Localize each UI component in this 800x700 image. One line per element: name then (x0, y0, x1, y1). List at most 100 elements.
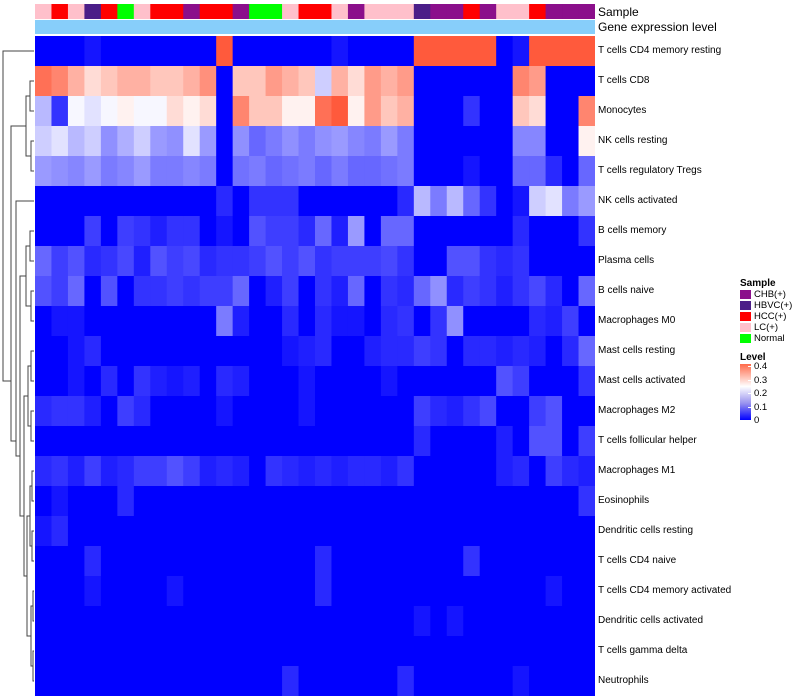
heatmap-cell (67, 426, 85, 457)
heatmap-cell (117, 486, 135, 517)
heatmap-cell (67, 336, 85, 367)
heatmap-cell (67, 276, 85, 307)
heatmap-cell (463, 186, 481, 217)
heatmap-cell (232, 666, 250, 696)
row-label: T cells gamma delta (598, 645, 688, 656)
heatmap-cell (430, 576, 448, 607)
heatmap-cell (315, 216, 332, 247)
heatmap-cell (265, 66, 283, 97)
heatmap-cell (364, 366, 382, 397)
heatmap-cell (100, 456, 118, 487)
heatmap-cell (479, 666, 497, 696)
sample-annotation-cell (512, 4, 530, 19)
heatmap-cell (67, 306, 85, 337)
heatmap-cell (331, 246, 349, 277)
heatmap-cell (463, 636, 481, 667)
heatmap-cell (545, 216, 563, 247)
heatmap-cell (430, 246, 448, 277)
heatmap-cell (150, 426, 168, 457)
heatmap-cell (199, 66, 217, 97)
heatmap-cell (529, 636, 547, 667)
heatmap-cell (562, 156, 580, 187)
heatmap-cell (430, 306, 448, 337)
heatmap-cell (133, 666, 151, 696)
heatmap-cell (51, 666, 69, 696)
row-label: Macrophages M1 (598, 465, 676, 476)
heatmap-cell (84, 516, 102, 547)
heatmap-cell (562, 36, 580, 67)
heatmap-cell (249, 246, 267, 277)
heatmap-cell (84, 96, 102, 127)
dendrogram-branch (10, 125, 26, 442)
heatmap-cell (84, 276, 102, 307)
heatmap-cell (117, 456, 135, 487)
heatmap-cell (562, 426, 580, 457)
heatmap-cell (67, 666, 85, 696)
heatmap-cell (117, 186, 135, 217)
heatmap-cell (117, 336, 135, 367)
heatmap-cell (463, 276, 481, 307)
heatmap-cell (249, 606, 267, 637)
heatmap-cell (298, 96, 316, 127)
heatmap-cell (67, 156, 85, 187)
heatmap-cell (67, 216, 85, 247)
heatmap-cell (430, 516, 448, 547)
dendrogram-branch (23, 395, 28, 577)
heatmap-cell (413, 486, 431, 517)
heatmap-cell (216, 36, 234, 67)
heatmap-cell (298, 666, 316, 696)
heatmap-cell (84, 426, 102, 457)
heatmap-cell (397, 66, 415, 97)
heatmap-cell (199, 366, 217, 397)
row-label: Eosinophils (598, 495, 650, 506)
heatmap-cell (413, 246, 431, 277)
heatmap-cell (183, 186, 201, 217)
heatmap-cell (282, 486, 300, 517)
heatmap-cell (463, 666, 481, 696)
heatmap-cell (578, 396, 595, 427)
heatmap-cell (150, 216, 168, 247)
row-label: Macrophages M0 (598, 315, 676, 326)
heatmap-cell (578, 426, 595, 457)
heatmap-cell (298, 66, 316, 97)
heatmap-cell (84, 576, 102, 607)
heatmap-cell (545, 426, 563, 457)
heatmap-cell (446, 306, 464, 337)
heatmap-cell (265, 636, 283, 667)
heatmap-cell (430, 96, 448, 127)
heatmap-cell (265, 276, 283, 307)
heatmap-cell (331, 126, 349, 157)
sample-legend-title: Sample (740, 278, 776, 289)
heatmap-cell (364, 516, 382, 547)
heatmap-cell (331, 606, 349, 637)
heatmap-cell (282, 246, 300, 277)
heatmap-cell (216, 426, 234, 457)
heatmap-cell (117, 306, 135, 337)
heatmap-cell (331, 36, 349, 67)
heatmap-cell (133, 186, 151, 217)
heatmap-cell (150, 606, 168, 637)
heatmap-cell (529, 366, 547, 397)
heatmap-cell (51, 216, 69, 247)
heatmap-cell (249, 636, 267, 667)
heatmap-cell (67, 546, 85, 577)
heatmap-cell (183, 636, 201, 667)
heatmap-cell (380, 336, 398, 367)
heatmap-cell (496, 456, 514, 487)
heatmap-cell (479, 456, 497, 487)
heatmap-cell (446, 276, 464, 307)
heatmap-cell (298, 126, 316, 157)
heatmap-cell (512, 366, 530, 397)
heatmap-cell (512, 516, 530, 547)
level-tick-mark (748, 420, 751, 421)
heatmap-cell (315, 456, 332, 487)
heatmap-cell (364, 306, 382, 337)
heatmap-cell (364, 156, 382, 187)
heatmap-cell (51, 336, 69, 367)
heatmap-cell (133, 606, 151, 637)
heatmap-cell (216, 306, 234, 337)
heatmap-cell (35, 126, 52, 157)
heatmap-cell (183, 546, 201, 577)
heatmap-cell (35, 516, 52, 547)
heatmap-cell (100, 156, 118, 187)
